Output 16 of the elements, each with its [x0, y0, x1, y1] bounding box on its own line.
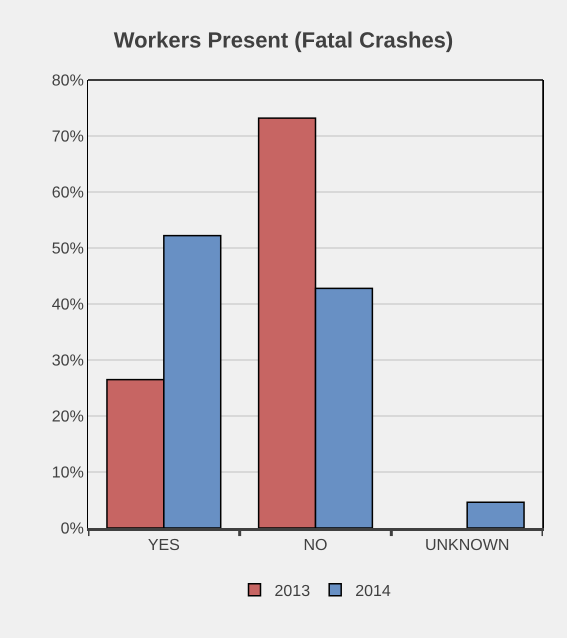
- x-tick-label: UNKNOWN: [424, 537, 510, 554]
- legend-label: 2014: [355, 582, 391, 600]
- y-tick-label: 50%: [52, 240, 84, 258]
- y-tick-label: 40%: [52, 296, 84, 314]
- y-tick-label: 20%: [52, 408, 84, 426]
- y-tick-label: 80%: [52, 72, 84, 90]
- y-tick-label: 0%: [60, 520, 84, 538]
- y-tick-label: 30%: [52, 352, 84, 370]
- x-tick-label: YES: [148, 537, 180, 554]
- y-tick-label: 10%: [52, 464, 84, 482]
- legend-label: 2013: [274, 582, 310, 600]
- x-tick-label: NO: [304, 537, 328, 554]
- bar: [466, 501, 525, 528]
- chart-title: Workers Present (Fatal Crashes): [114, 27, 454, 52]
- y-tick-label: 70%: [52, 128, 84, 146]
- y-tick-label: 60%: [52, 184, 84, 202]
